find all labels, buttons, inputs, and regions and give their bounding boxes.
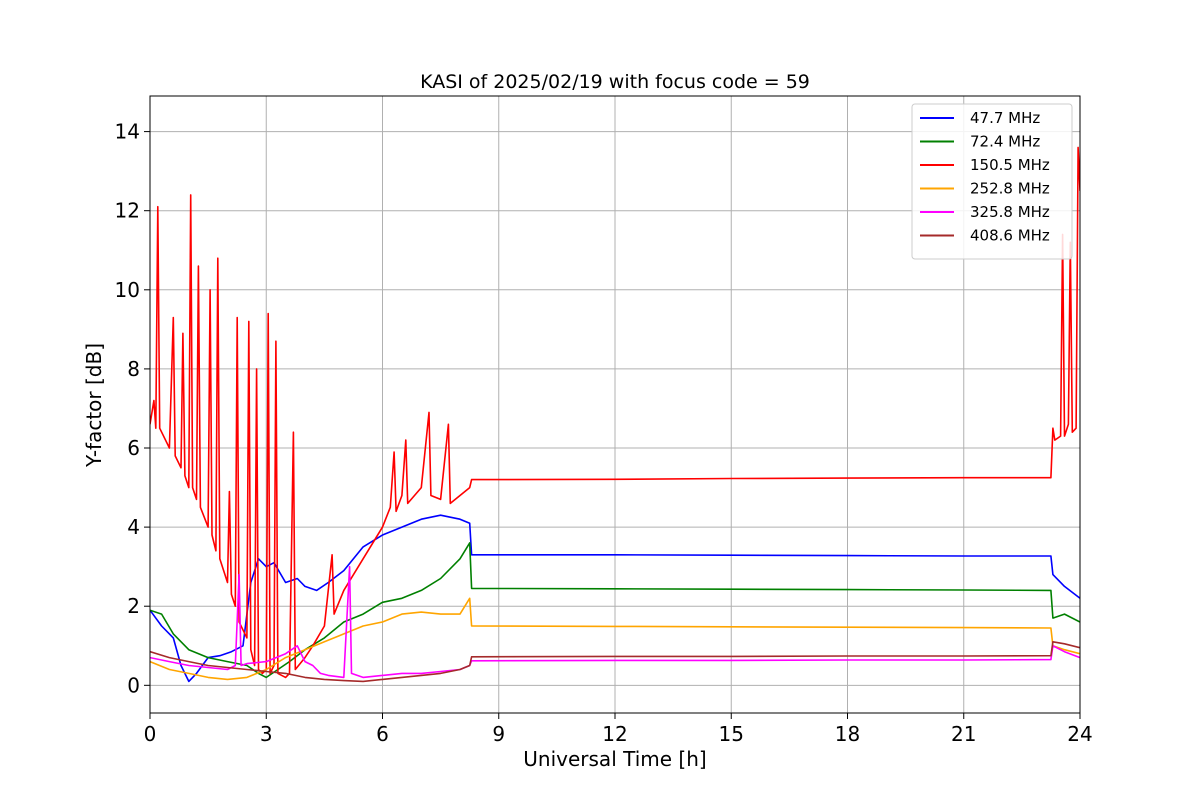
series-line-5 xyxy=(150,641,1080,683)
series-layer xyxy=(150,146,1080,683)
legend-entry: 252.8 MHz xyxy=(970,180,1050,198)
series-line-4 xyxy=(150,565,1080,679)
legend: 47.7 MHz 72.4 MHz 150.5 MHz 252.8 MHz 325.8 … xyxy=(911,103,1073,260)
series-line-2 xyxy=(150,146,1080,679)
chart-title: KASI of 2025/02/19 with focus code = 59 xyxy=(420,71,810,93)
x-tick-label: 15 xyxy=(719,722,744,746)
legend-entry: 150.5 MHz xyxy=(970,156,1050,174)
y-axis-label: Y-factor [dB] xyxy=(82,343,106,468)
legend-entry: 72.4 MHz xyxy=(970,133,1040,151)
y-tick-label: 12 xyxy=(115,199,140,223)
series-line-1 xyxy=(150,542,1080,679)
y-tick-label: 2 xyxy=(127,594,140,618)
y-tick-label: 8 xyxy=(127,357,140,381)
y-tick-label: 10 xyxy=(115,278,140,302)
legend-entry: 47.7 MHz xyxy=(970,109,1040,127)
y-axis: 0 2 4 6 8 10 12 14 xyxy=(115,120,150,697)
x-tick-label: 12 xyxy=(602,722,627,746)
y-tick-label: 14 xyxy=(115,120,140,144)
series-line-0 xyxy=(150,514,1080,683)
x-tick-label: 6 xyxy=(376,722,389,746)
x-tick-label: 21 xyxy=(951,722,976,746)
legend-box xyxy=(911,103,1073,260)
x-tick-label: 9 xyxy=(492,722,505,746)
legend-entry: 408.6 MHz xyxy=(970,227,1050,245)
y-tick-label: 4 xyxy=(127,515,140,539)
x-axis: 0 3 6 9 12 15 18 21 24 xyxy=(144,713,1093,746)
y-tick-label: 6 xyxy=(127,436,140,460)
series-line-3 xyxy=(150,597,1080,681)
x-tick-label: 18 xyxy=(835,722,860,746)
x-axis-label: Universal Time [h] xyxy=(523,747,706,771)
y-tick-label: 0 xyxy=(127,673,140,697)
x-tick-label: 3 xyxy=(260,722,273,746)
x-tick-label: 0 xyxy=(144,722,157,746)
x-tick-label: 24 xyxy=(1067,722,1092,746)
legend-entry: 325.8 MHz xyxy=(970,203,1050,221)
